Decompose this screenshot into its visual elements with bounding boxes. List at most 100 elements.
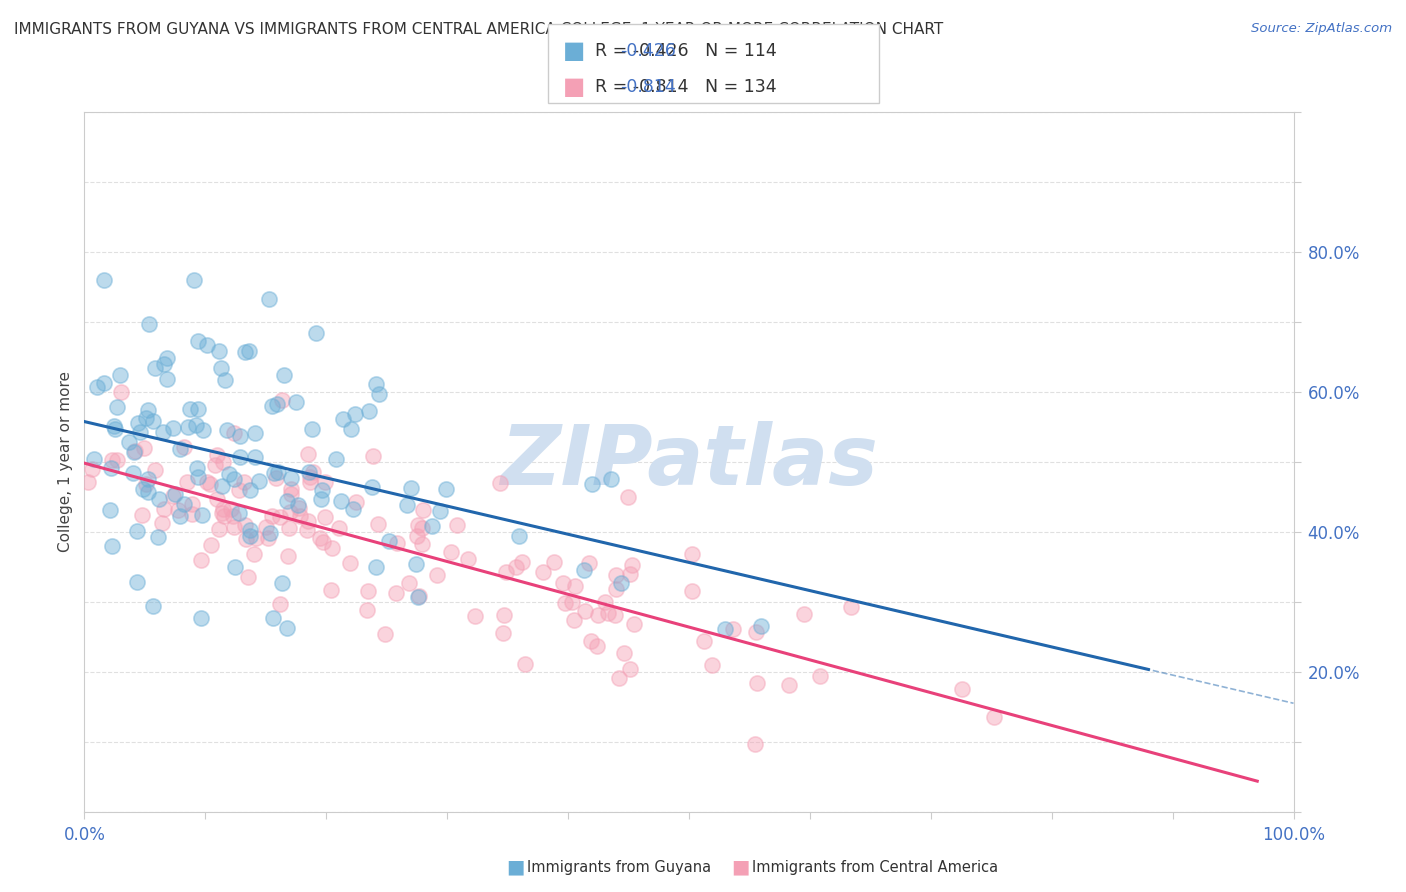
Point [209, 361, 232, 376]
Text: IMMIGRANTS FROM GUYANA VS IMMIGRANTS FROM CENTRAL AMERICA COLLEGE, 1 YEAR OR MOR: IMMIGRANTS FROM GUYANA VS IMMIGRANTS FRO… [14, 22, 943, 37]
Point [586, 608, 609, 623]
Point [254, 520, 277, 534]
Point [200, 538, 222, 552]
Point [495, 565, 517, 579]
Point [138, 317, 160, 331]
Point [235, 518, 257, 533]
Point [619, 662, 641, 676]
Point [186, 461, 208, 475]
Point [239, 524, 262, 538]
Point [385, 586, 408, 600]
Point [778, 678, 800, 692]
Point [229, 450, 252, 464]
Point [617, 490, 640, 504]
Text: -0.426: -0.426 [620, 42, 676, 60]
Point [288, 509, 311, 524]
Point [263, 466, 285, 480]
Point [408, 590, 430, 604]
Point [143, 361, 166, 376]
Point [276, 494, 298, 508]
Point [259, 526, 281, 541]
Point [405, 557, 427, 571]
Point [426, 568, 449, 582]
Point [505, 560, 527, 574]
Point [273, 368, 295, 382]
Point [162, 489, 184, 503]
Text: ZIPatlas: ZIPatlas [501, 421, 877, 502]
Point [262, 399, 284, 413]
Point [105, 453, 128, 467]
Point [167, 503, 190, 517]
Point [150, 516, 173, 530]
Point [373, 626, 395, 640]
Point [211, 506, 233, 520]
Point [104, 422, 127, 436]
Point [124, 444, 146, 458]
Point [749, 619, 772, 633]
Point [143, 463, 166, 477]
Point [153, 357, 176, 371]
Point [238, 344, 260, 359]
Point [195, 338, 218, 352]
Point [312, 534, 335, 549]
Point [271, 392, 294, 407]
Point [325, 452, 347, 467]
Point [190, 611, 212, 625]
Point [127, 417, 149, 431]
Point [620, 558, 643, 572]
Y-axis label: College, 1 year or more: College, 1 year or more [58, 371, 73, 552]
Point [298, 475, 321, 489]
Point [276, 621, 298, 635]
Point [311, 483, 333, 498]
Point [233, 345, 256, 359]
Point [434, 482, 457, 496]
Point [207, 448, 229, 462]
Point [284, 395, 307, 409]
Point [581, 476, 603, 491]
Point [98, 503, 121, 517]
Point [329, 493, 352, 508]
Point [581, 634, 603, 648]
Point [610, 575, 633, 590]
Point [270, 597, 292, 611]
Point [155, 372, 177, 386]
Point [328, 521, 350, 535]
Point [243, 548, 266, 562]
Point [156, 351, 179, 366]
Point [406, 529, 429, 543]
Point [314, 475, 336, 489]
Point [339, 556, 361, 570]
Point [357, 583, 380, 598]
Point [191, 423, 214, 437]
Point [180, 507, 202, 521]
Point [80, 462, 103, 476]
Point [412, 503, 434, 517]
Point [457, 552, 479, 566]
Point [406, 518, 429, 533]
Point [301, 422, 323, 436]
Point [135, 411, 157, 425]
Point [229, 429, 252, 443]
Point [257, 292, 280, 306]
Point [276, 549, 298, 563]
Point [314, 509, 336, 524]
Point [745, 675, 768, 690]
Point [343, 407, 366, 421]
Point [212, 508, 235, 523]
Point [723, 622, 745, 636]
Point [162, 421, 184, 435]
Point [204, 458, 226, 472]
Point [287, 500, 309, 515]
Point [411, 521, 433, 535]
Point [983, 709, 1005, 723]
Point [236, 569, 259, 583]
Point [176, 475, 198, 489]
Point [122, 445, 145, 459]
Point [793, 607, 815, 622]
Point [744, 625, 766, 640]
Point [398, 576, 420, 591]
Point [176, 420, 198, 434]
Point [605, 607, 627, 622]
Point [228, 483, 250, 497]
Point [494, 607, 516, 622]
